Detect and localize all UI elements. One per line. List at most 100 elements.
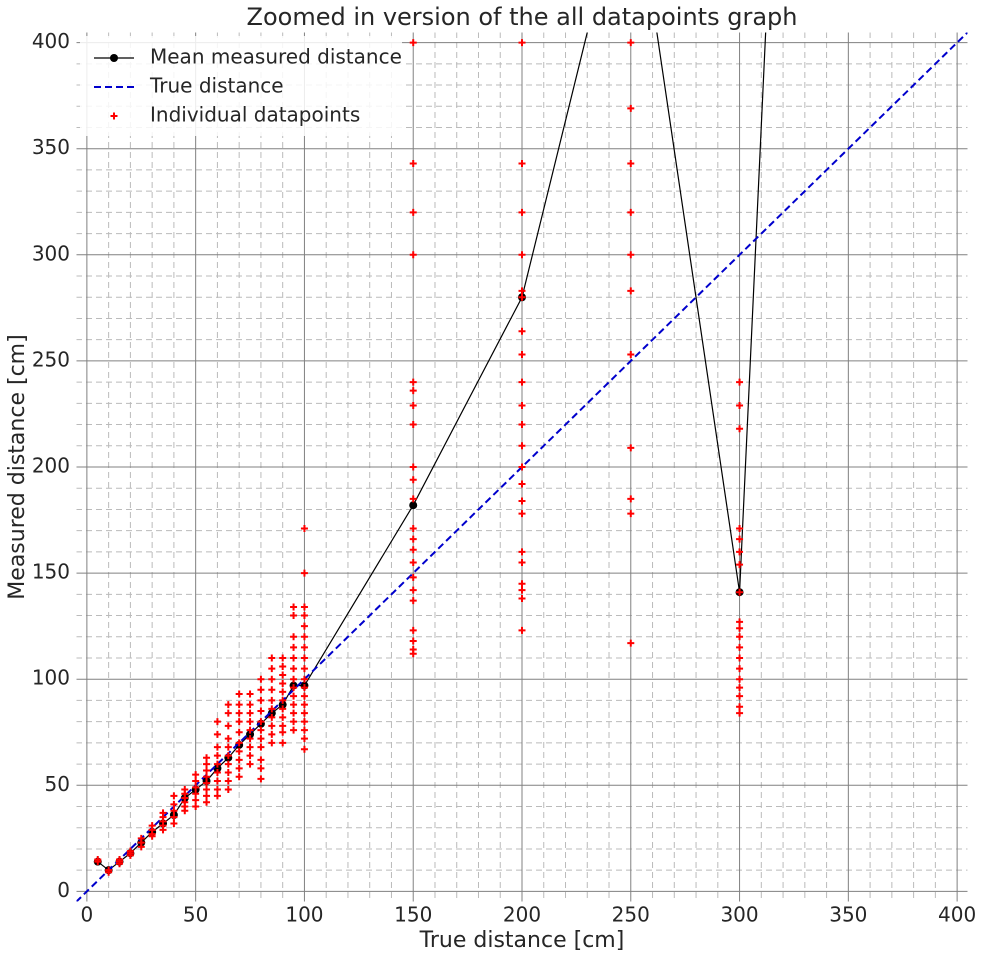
datapoint xyxy=(627,160,635,168)
datapoint xyxy=(300,525,308,533)
datapoint xyxy=(409,650,417,658)
x-tick-label: 200 xyxy=(503,903,541,927)
datapoint xyxy=(518,287,526,295)
datapoint xyxy=(518,497,526,505)
datapoint xyxy=(257,756,265,764)
datapoint xyxy=(224,743,232,751)
mean-marker xyxy=(213,764,222,773)
datapoint xyxy=(736,675,744,683)
y-tick-label: 400 xyxy=(32,29,70,53)
datapoint xyxy=(736,401,744,409)
datapoint xyxy=(518,160,526,168)
datapoint xyxy=(290,633,298,641)
datapoint xyxy=(290,726,298,734)
datapoint xyxy=(736,561,744,569)
datapoint xyxy=(213,760,221,768)
datapoint xyxy=(518,351,526,359)
datapoint xyxy=(235,718,243,726)
datapoint xyxy=(246,690,254,698)
datapoint xyxy=(518,510,526,518)
datapoint xyxy=(518,463,526,471)
datapoint xyxy=(246,752,254,760)
datapoint xyxy=(268,675,276,683)
datapoint xyxy=(181,807,189,815)
datapoint xyxy=(192,771,200,779)
datapoint xyxy=(257,743,265,751)
datapoint xyxy=(290,692,298,700)
datapoint xyxy=(235,709,243,717)
datapoint xyxy=(290,718,298,726)
datapoint xyxy=(279,713,287,721)
datapoint xyxy=(213,752,221,760)
y-tick-label: 150 xyxy=(32,560,70,584)
datapoint xyxy=(409,535,417,543)
datapoint xyxy=(736,665,744,673)
datapoint xyxy=(300,684,308,692)
datapoint xyxy=(224,786,232,794)
datapoint xyxy=(627,251,635,259)
y-tick-label: 350 xyxy=(32,135,70,159)
datapoint xyxy=(518,251,526,259)
datapoint xyxy=(518,442,526,450)
datapoint xyxy=(213,777,221,785)
legend-label: Mean measured distance xyxy=(150,45,402,69)
y-tick-label: 200 xyxy=(32,454,70,478)
datapoint xyxy=(518,421,526,429)
datapoint xyxy=(300,718,308,726)
datapoint xyxy=(203,754,211,762)
datapoint xyxy=(213,769,221,777)
datapoint xyxy=(213,792,221,800)
datapoint xyxy=(290,684,298,692)
datapoint xyxy=(300,612,308,620)
datapoint xyxy=(736,643,744,651)
datapoint xyxy=(518,327,526,335)
datapoint xyxy=(279,739,287,747)
mean-marker xyxy=(246,730,255,739)
datapoint xyxy=(409,637,417,645)
datapoint xyxy=(246,760,254,768)
datapoint xyxy=(518,626,526,634)
datapoint xyxy=(203,760,211,768)
datapoint xyxy=(224,752,232,760)
datapoint xyxy=(300,701,308,709)
datapoint xyxy=(246,718,254,726)
datapoint xyxy=(627,104,635,112)
datapoint xyxy=(279,654,287,662)
datapoint xyxy=(627,39,635,47)
datapoint xyxy=(268,686,276,694)
datapoint xyxy=(246,743,254,751)
datapoint xyxy=(409,251,417,259)
x-tick-label: 0 xyxy=(81,903,94,927)
chart-title: Zoomed in version of the all datapoints … xyxy=(247,3,798,31)
datapoint xyxy=(300,622,308,630)
datapoint xyxy=(257,675,265,683)
datapoint xyxy=(235,739,243,747)
datapoint xyxy=(518,595,526,603)
legend-label: True distance xyxy=(149,74,284,98)
datapoint xyxy=(627,510,635,518)
datapoint xyxy=(159,826,167,834)
legend-label: Individual datapoints xyxy=(150,103,360,127)
datapoint xyxy=(213,786,221,794)
y-tick-label: 300 xyxy=(32,241,70,265)
datapoint xyxy=(268,705,276,713)
datapoint xyxy=(224,722,232,730)
datapoint xyxy=(235,701,243,709)
datapoint xyxy=(409,495,417,503)
datapoint xyxy=(409,421,417,429)
datapoint xyxy=(290,654,298,662)
y-tick-label: 50 xyxy=(45,772,70,796)
datapoint xyxy=(224,735,232,743)
datapoint xyxy=(736,684,744,692)
datapoint xyxy=(290,709,298,717)
datapoint xyxy=(137,843,145,851)
datapoint xyxy=(300,633,308,641)
datapoint xyxy=(736,548,744,556)
datapoint xyxy=(170,800,178,808)
datapoint xyxy=(409,39,417,47)
plot-area xyxy=(76,32,968,902)
datapoint xyxy=(170,792,178,800)
datapoint xyxy=(170,819,178,827)
datapoint xyxy=(290,612,298,620)
datapoint xyxy=(627,444,635,452)
